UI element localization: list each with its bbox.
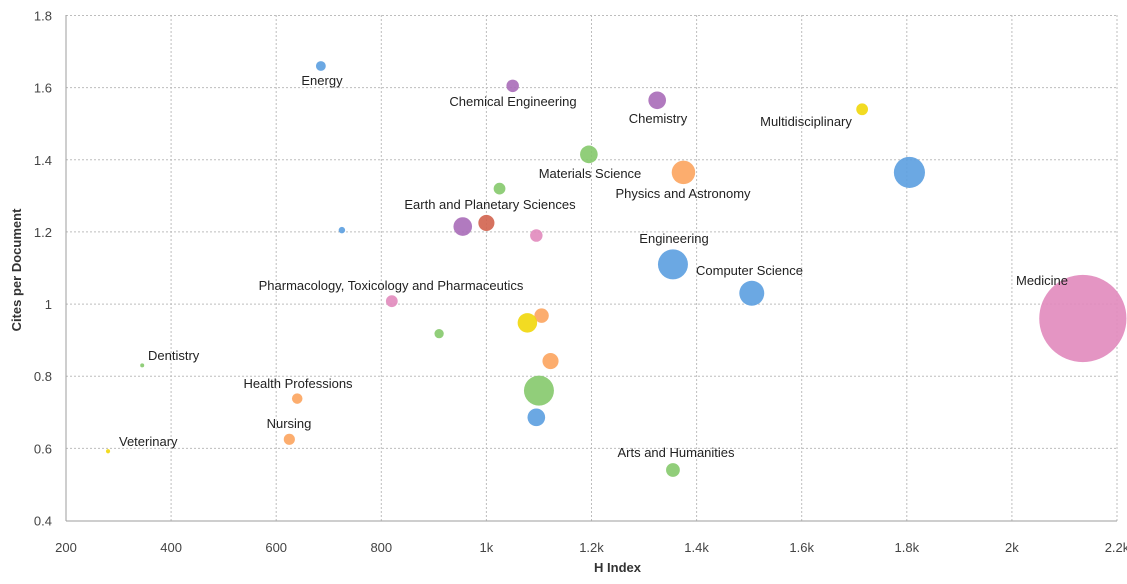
point-label: Computer Science [696,263,803,278]
y-tick-label: 1.6 [34,81,52,96]
point-labels: Medicine Computer Science Engineering Physi… [119,73,1068,460]
bubble-engineering[interactable] [657,249,688,280]
point-label: Health Professions [243,376,353,391]
grid [66,15,1118,521]
point-label: Veterinary [119,434,178,449]
y-tick-label: 1 [45,297,52,312]
y-axis-title: Cites per Document [9,208,24,331]
bubble-chemistry[interactable] [648,91,667,110]
x-tick-label: 600 [265,540,287,555]
point-label: Earth and Planetary Sciences [404,197,576,212]
point-label: Arts and Humanities [617,445,735,460]
bubble-pharmacology-toxicology-and-pharmaceutics[interactable] [385,295,398,308]
bubble-medicine[interactable] [1039,274,1127,363]
x-tick-label: 800 [370,540,392,555]
y-tick-label: 0.8 [34,369,52,384]
x-tick-label: 2.2k [1105,540,1127,555]
bubble-chemical-engineering[interactable] [506,79,519,93]
y-tick-label: 0.4 [34,514,52,529]
bubble-point-18[interactable] [434,329,444,339]
bubble-physics-and-astronomy[interactable] [671,160,696,185]
bubble-point-20[interactable] [523,375,554,406]
bubble-point-17[interactable] [517,313,538,333]
x-axis-title: H Index [594,560,642,575]
bubble-computer-science[interactable] [739,280,765,306]
bubble-materials-science[interactable] [580,145,598,164]
point-label: Materials Science [539,166,642,181]
axes: 200 400 600 800 1k 1.2k 1.4k 1.6k 1.8k 2k 2.2k 0.4 0… [34,9,1127,556]
bubble-point-10[interactable] [493,182,506,195]
bubble-nursing[interactable] [283,433,295,445]
bubble-earth-and-planetary-sciences[interactable] [478,214,495,231]
x-tick-label: 1.4k [684,540,709,555]
x-tick-label: 400 [160,540,182,555]
x-tick-label: 2k [1005,540,1019,555]
point-label: Chemistry [629,111,688,126]
x-tick-label: 1.6k [789,540,814,555]
y-tick-label: 1.8 [34,9,52,24]
x-tick-label: 1k [480,540,494,555]
bubble-health-professions[interactable] [291,393,303,404]
bubble-point-3[interactable] [893,156,925,188]
bubble-arts-and-humanities[interactable] [666,463,680,477]
point-label: Engineering [639,231,708,246]
bubble-point-13[interactable] [530,229,543,242]
bubbles [105,61,1127,477]
bubble-veterinary[interactable] [105,449,111,454]
point-label: Multidisciplinary [760,114,852,129]
point-label: Medicine [1016,273,1068,288]
point-label: Physics and Astronomy [615,186,751,201]
y-tick-label: 1.4 [34,153,52,168]
point-label: Nursing [267,416,312,431]
x-tick-label: 1.8k [895,540,920,555]
point-label: Energy [301,73,343,88]
bubble-point-12[interactable] [453,217,473,236]
y-tick-label: 0.6 [34,441,52,456]
bubble-point-21[interactable] [527,408,546,427]
bubble-dentistry[interactable] [140,363,145,368]
bubble-multidisciplinary[interactable] [856,103,869,116]
point-label: Chemical Engineering [449,94,576,109]
bubble-point-14[interactable] [338,226,346,234]
bubble-point-19[interactable] [542,353,559,370]
bubble-energy[interactable] [315,61,326,71]
point-label: Pharmacology, Toxicology and Pharmaceuti… [259,278,524,293]
y-tick-label: 1.2 [34,225,52,240]
bubble-point-16[interactable] [534,308,549,323]
point-label: Dentistry [148,348,200,363]
x-tick-label: 1.2k [579,540,604,555]
x-tick-label: 200 [55,540,77,555]
